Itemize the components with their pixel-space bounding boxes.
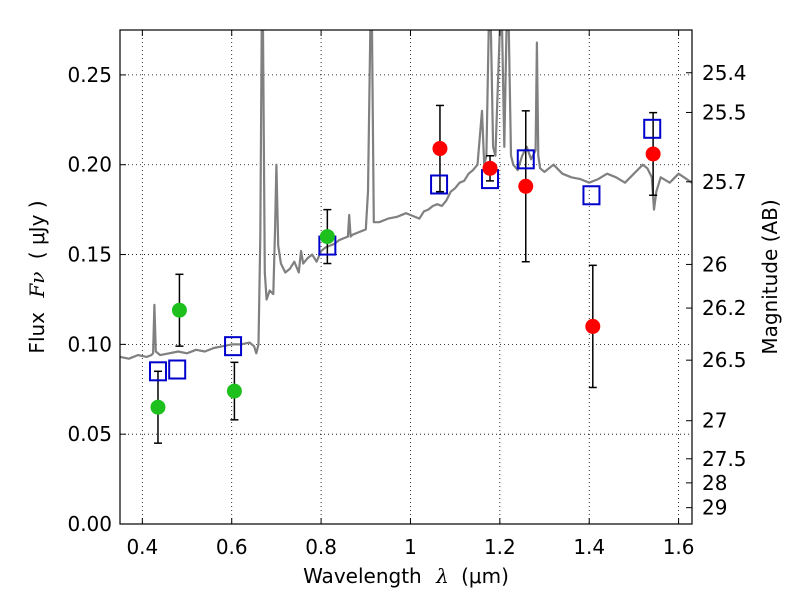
y2-tick-label: 25.7	[702, 170, 747, 194]
y-tick-label: 0.20	[67, 153, 112, 177]
y2-tick-label: 28	[702, 471, 727, 495]
model-square-point	[148, 361, 167, 382]
red-data-point	[518, 178, 534, 194]
x-axis-label-symbol: λ	[435, 564, 449, 588]
y-tick-label: 0.00	[67, 512, 112, 536]
y-axis-label: Flux Fν ( μJy )	[25, 200, 49, 353]
spectrum-line	[120, 30, 692, 360]
y2-tick-label: 27.5	[702, 447, 747, 471]
y-tick-label: 0.05	[67, 422, 112, 446]
plot-area	[120, 30, 692, 444]
model-square-point	[643, 118, 662, 139]
y-axis-label-symbol: Fν	[25, 272, 49, 299]
y2-tick-label: 26.5	[702, 348, 747, 372]
x-axis-label-unit: (μm)	[461, 564, 509, 588]
model-square-point	[582, 185, 601, 206]
red-data-point	[585, 318, 601, 334]
x-tick-label: 1	[404, 535, 417, 559]
red-data-point	[432, 141, 448, 157]
axes: 0.4 0.6 0.8 1 1.2 1.4 1.6 0.00 0.05 0.10 0.15 0.20 0…	[67, 29, 747, 559]
right-axis-label: Magnitude (AB)	[758, 199, 782, 354]
y-tick-label: 0.15	[67, 243, 112, 267]
x-axis-label-text: Wavelength	[303, 564, 422, 588]
green-data-point	[150, 399, 166, 415]
y2-tick-label: 27	[702, 409, 727, 433]
y2-tick-label: 29	[702, 496, 727, 520]
model-square-point	[516, 149, 535, 170]
x-tick-label: 1.2	[484, 535, 516, 559]
x-tick-label: 1.6	[663, 535, 695, 559]
x-tick-label: 0.6	[216, 535, 248, 559]
y2-tick-label: 25.5	[702, 100, 747, 124]
plot-frame	[119, 29, 693, 525]
y2-tick-label: 26.2	[702, 296, 747, 320]
green-data-point	[319, 229, 335, 245]
x-axis-label: Wavelength λ (μm)	[303, 564, 509, 588]
model-square-point	[430, 174, 449, 195]
green-data-point	[226, 383, 242, 399]
y-tick-label: 0.10	[67, 332, 112, 356]
x-tick-label: 0.4	[126, 535, 158, 559]
model-square-point	[224, 336, 243, 357]
red-data-point	[645, 146, 661, 162]
y-tick-label: 0.25	[67, 63, 112, 87]
y2-tick-label: 25.4	[702, 61, 747, 85]
y2-tick-label: 26	[702, 252, 727, 276]
y-axis-label-text: Flux	[25, 312, 49, 354]
red-data-point	[482, 160, 498, 176]
grid-lines	[120, 30, 692, 525]
y-axis-label-unit: ( μJy )	[25, 200, 49, 259]
x-tick-label: 0.8	[305, 535, 337, 559]
green-data-point	[171, 302, 187, 318]
model-square-point	[168, 359, 187, 380]
x-tick-label: 1.4	[573, 535, 605, 559]
